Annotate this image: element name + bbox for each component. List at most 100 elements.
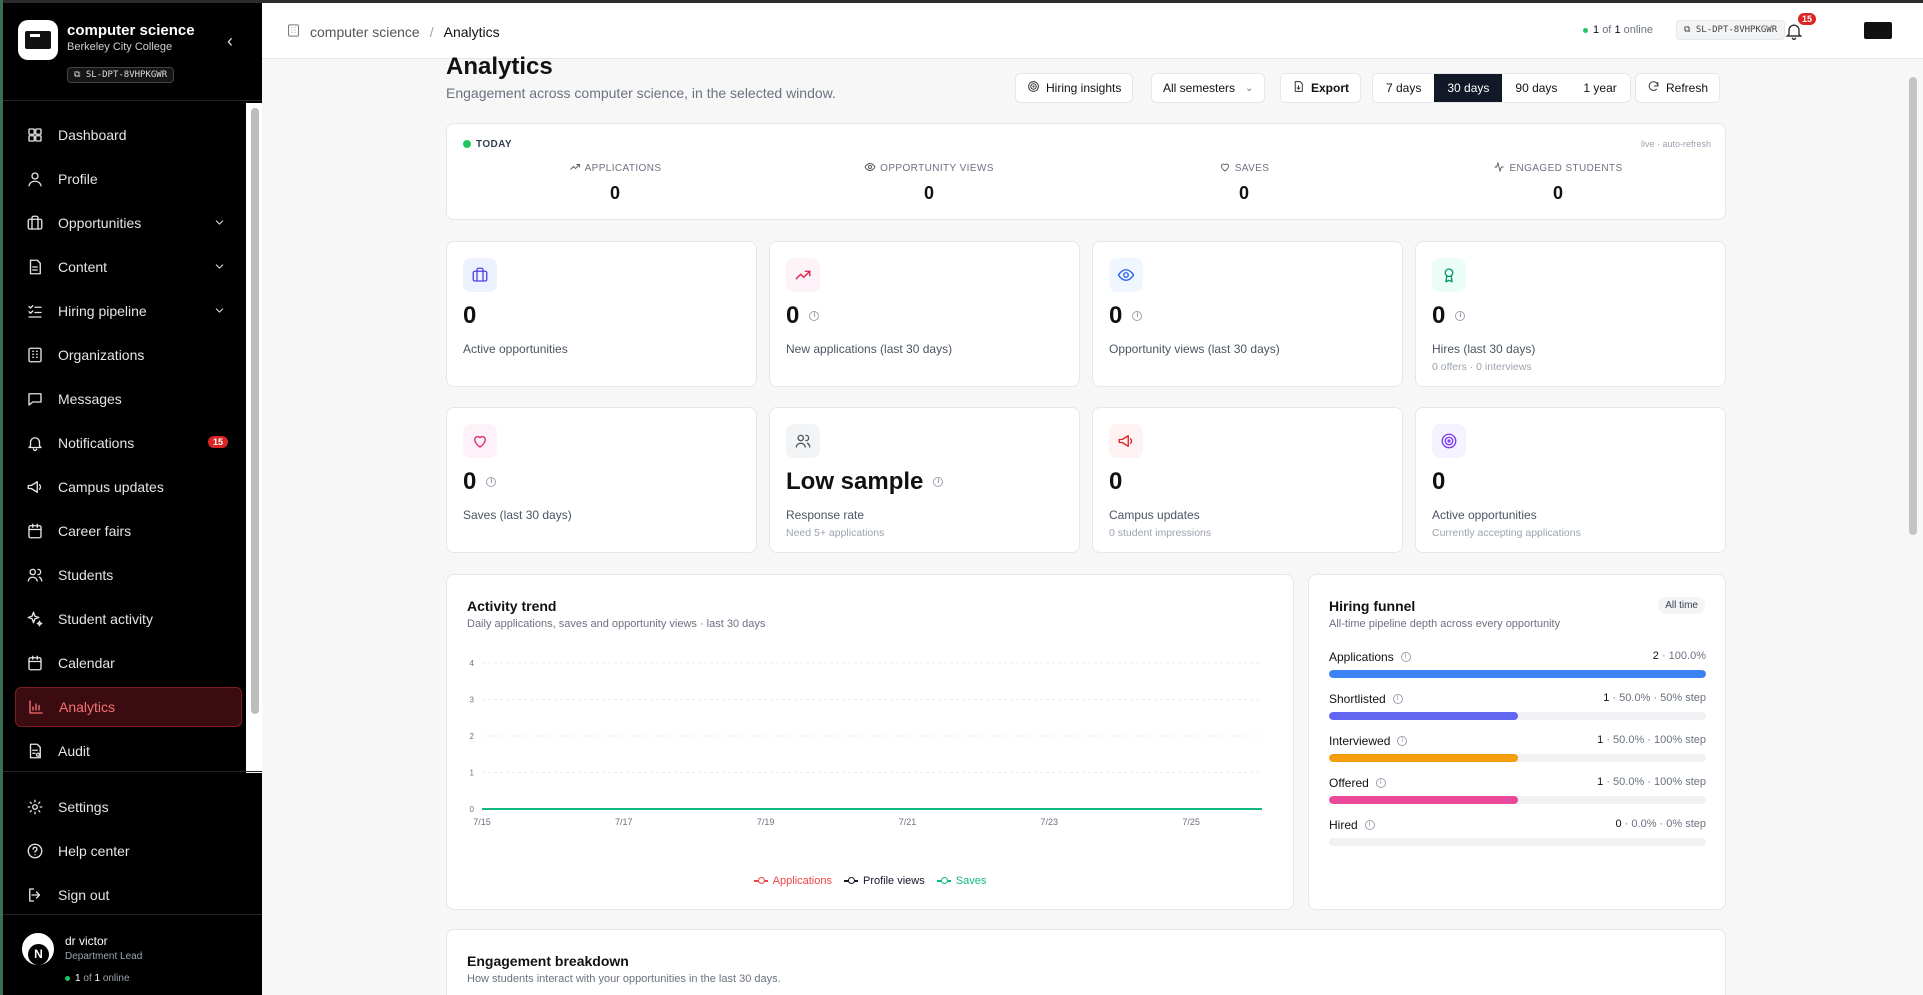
sidebar-item-settings[interactable]: Settings	[15, 787, 242, 827]
sidebar-item-opportunities[interactable]: Opportunities	[15, 203, 242, 243]
today-stat-label: SAVES	[1144, 161, 1344, 176]
org-code: SL-DPT-8VHPKGWR	[85, 70, 168, 80]
org-name: computer science	[67, 22, 195, 39]
kpi-value: 0	[1109, 302, 1143, 330]
bell-icon	[26, 434, 44, 452]
building-icon	[286, 23, 310, 41]
sidebar-item-dashboard[interactable]: Dashboard	[15, 115, 242, 155]
funnel-label: Interviewed	[1329, 734, 1706, 748]
file-icon	[26, 258, 44, 276]
refresh-icon	[1647, 80, 1666, 96]
sidebar-item-sign-out[interactable]: Sign out	[15, 875, 242, 915]
sidebar-item-students[interactable]: Students	[15, 555, 242, 595]
legend-item[interactable]: Profile views	[844, 875, 925, 887]
heart-icon	[1219, 161, 1235, 176]
all-time-badge: All time	[1658, 597, 1705, 614]
funnel-row: Hired0 · 0.0% · 0% step	[1329, 818, 1706, 846]
engagement-title: Engagement breakdown	[467, 953, 629, 969]
org-code-chip[interactable]: ⧉ SL-DPT-8VHPKGWR	[67, 67, 175, 83]
sidebar-item-messages[interactable]: Messages	[15, 379, 242, 419]
info-icon[interactable]	[1364, 819, 1375, 830]
sidebar-item-hiring-pipeline[interactable]: Hiring pipeline	[15, 291, 242, 331]
sidebar-item-profile[interactable]: Profile	[15, 159, 242, 199]
hiring-insights-button[interactable]: Hiring insights	[1015, 73, 1134, 103]
code-chip[interactable]: ⧉ SL-DPT-8VHPKGWR	[1676, 20, 1786, 40]
funnel-value: 0 · 0.0% · 0% step	[1615, 818, 1707, 830]
legend-swatch-icon	[753, 877, 768, 884]
funnel-row: Applications2 · 100.0%	[1329, 650, 1706, 678]
sidebar-item-content[interactable]: Content	[15, 247, 242, 287]
refresh-button[interactable]: Refresh	[1635, 73, 1721, 103]
bell-icon[interactable]	[1784, 21, 1804, 41]
info-icon[interactable]	[1397, 735, 1408, 746]
sidebar-item-analytics[interactable]: Analytics	[15, 687, 242, 727]
org-logo	[18, 20, 58, 60]
file-download-icon	[1292, 80, 1311, 96]
gear-icon	[26, 798, 44, 816]
engagement-card: Engagement breakdown How students intera…	[446, 929, 1726, 995]
range-option[interactable]: 90 days	[1515, 81, 1558, 95]
avatar-initial: N	[28, 944, 49, 965]
main-scrollbar-thumb[interactable]	[1909, 77, 1917, 535]
info-icon[interactable]	[933, 476, 944, 487]
sidebar-item-notifications[interactable]: Notifications 15	[15, 423, 242, 463]
info-icon[interactable]	[1392, 693, 1403, 704]
sidebar-item-label: Audit	[58, 743, 90, 759]
user-role: Department Lead	[65, 951, 143, 962]
funnel-bar-track	[1329, 670, 1706, 678]
online-status: 1 of 1 online	[65, 973, 130, 984]
notification-count-badge: 15	[207, 436, 228, 448]
today-stat-label: OPPORTUNITY VIEWS	[829, 161, 1029, 176]
breadcrumb-org[interactable]: computer science	[310, 24, 420, 40]
kpi-label: Active opportunities	[463, 342, 568, 356]
sidebar-item-campus-updates[interactable]: Campus updates	[15, 467, 242, 507]
sidebar-item-student-activity[interactable]: Student activity	[15, 599, 242, 639]
sidebar-item-label: Help center	[58, 843, 130, 859]
megaphone-icon	[1109, 424, 1143, 458]
avatar[interactable]: N	[20, 931, 56, 967]
export-button[interactable]: Export	[1280, 73, 1362, 103]
kpi-card: 0 Campus updates 0 student impressions	[1092, 407, 1403, 553]
sidebar-scrollbar-thumb[interactable]	[251, 108, 259, 714]
chevron-down-icon	[215, 308, 224, 313]
live-status: live · auto-refresh	[1640, 139, 1711, 149]
today-stat-label: ENGAGED STUDENTS	[1458, 161, 1658, 176]
legend-item[interactable]: Saves	[936, 875, 986, 887]
y-tick-label: 0	[470, 805, 475, 814]
funnel-row: Shortlisted1 · 50.0% · 50% step	[1329, 692, 1706, 720]
sidebar-item-audit[interactable]: Audit	[15, 731, 242, 771]
info-icon[interactable]	[1132, 310, 1143, 321]
kpi-value: 0	[1109, 468, 1123, 495]
funnel-value: 1 · 50.0% · 100% step	[1597, 776, 1706, 788]
info-icon[interactable]	[1455, 310, 1466, 321]
sidebar-item-label: Hiring pipeline	[58, 303, 147, 319]
sidebar-item-organizations[interactable]: Organizations	[15, 335, 242, 375]
info-icon[interactable]	[486, 476, 497, 487]
chevron-down-icon: ⌄	[1245, 82, 1254, 94]
trending-up-icon	[569, 161, 585, 176]
sidebar-item-label: Notifications	[58, 435, 135, 451]
sidebar-item-label: Student activity	[58, 611, 153, 627]
info-icon[interactable]	[1375, 777, 1386, 788]
funnel-bar-fill	[1329, 754, 1518, 762]
legend-item[interactable]: Applications	[753, 875, 832, 887]
divider	[3, 100, 262, 101]
account-logo[interactable]	[1864, 22, 1892, 39]
info-icon[interactable]	[1400, 651, 1411, 662]
kpi-value: Low sample	[786, 468, 944, 496]
y-tick-label: 1	[470, 769, 475, 778]
range-option[interactable]: 30 days	[1434, 74, 1503, 102]
sidebar-item-calendar[interactable]: Calendar	[15, 643, 242, 683]
semester-select[interactable]: All semesters ⌄	[1151, 73, 1266, 103]
sidebar-item-career-fairs[interactable]: Career fairs	[15, 511, 242, 551]
collapse-sidebar-icon[interactable]: ‹	[227, 31, 233, 51]
range-option[interactable]: 1 year	[1583, 81, 1617, 95]
kpi-card[interactable]: 0 Saves (last 30 days)	[446, 407, 757, 553]
range-option[interactable]: 7 days	[1386, 81, 1422, 95]
sidebar-item-label: Dashboard	[58, 127, 127, 143]
sidebar-item-help-center[interactable]: Help center	[15, 831, 242, 871]
kpi-value: 0	[1432, 468, 1446, 495]
list-check-icon	[26, 302, 44, 320]
info-icon[interactable]	[809, 310, 820, 321]
kpi-label: Response rate	[786, 508, 865, 522]
